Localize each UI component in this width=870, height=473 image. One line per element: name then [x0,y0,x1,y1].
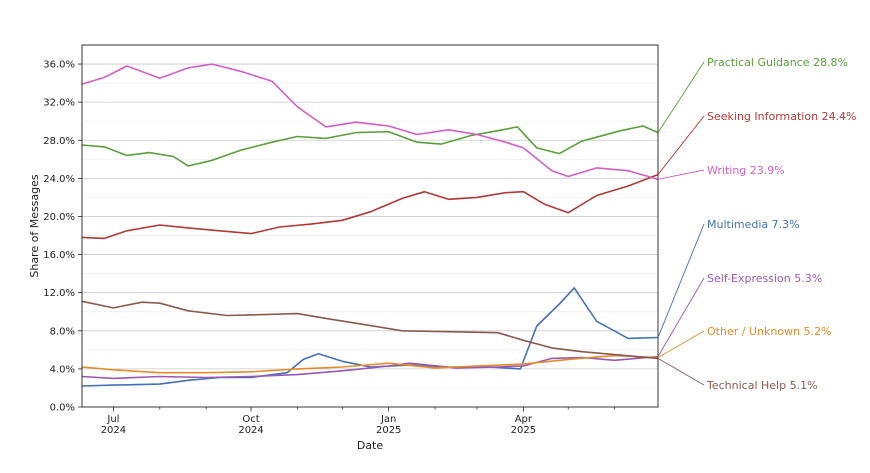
leader-line-technical-help [657,358,705,386]
series-line-practical-guidance [81,125,659,167]
x-tick-label-month: Jan [380,414,396,425]
x-tick-label-month: Jul [106,414,119,425]
x-tick-label-year: 2025 [511,425,536,436]
y-tick-label: 36.0% [43,60,75,71]
y-tick-label: 24.0% [43,174,75,185]
series-label-self-expression: Self-Expression 5.3% [707,272,822,285]
y-axis: 0.0% 4.0% 8.0% 12.0% 16.0% 20.0% 24.0% 28.0% 32.… [43,60,82,414]
grid-lines [82,63,658,389]
series-lines [81,63,659,387]
x-tick-label-year: 2024 [101,425,126,436]
plot-area-frame [81,44,659,408]
series-line-seeking-information [81,173,659,240]
series-label-seeking-information: Seeking Information 24.4% [707,110,857,123]
y-tick-label: 12.0% [43,288,75,299]
x-tick-label-year: 2025 [376,425,401,436]
series-label-other-unknown: Other / Unknown 5.2% [707,325,831,338]
y-tick-label: 16.0% [43,250,75,261]
y-tick-label: 0.0% [50,403,75,414]
leader-line-writing [657,169,705,180]
series-line-writing [81,63,659,181]
series-end-labels: Practical Guidance 28.8% Seeking Informat… [657,56,857,392]
leader-line-seeking-information [657,115,705,175]
leader-line-self-expression [657,277,705,357]
x-tick-label-year: 2024 [238,425,263,436]
series-line-multimedia [81,287,659,387]
leader-line-practical-guidance [657,61,705,133]
series-label-technical-help: Technical Help 5.1% [706,379,818,392]
y-tick-label: 8.0% [50,326,75,337]
x-axis-label: Date [357,439,384,452]
y-tick-label: 32.0% [43,98,75,109]
y-tick-label: 20.0% [43,212,75,223]
y-axis-label: Share of Messages [28,174,41,278]
series-label-writing: Writing 23.9% [707,164,785,177]
x-tick-label-month: Oct [242,414,259,425]
leader-line-multimedia [657,223,705,338]
y-tick-label: 4.0% [50,364,75,375]
series-line-other-unknown [81,354,659,374]
series-line-technical-help [81,300,659,360]
series-label-multimedia: Multimedia 7.3% [707,218,800,231]
series-label-practical-guidance: Practical Guidance 28.8% [707,56,848,69]
y-tick-label: 28.0% [43,136,75,147]
leader-line-other-unknown [657,330,705,358]
x-tick-label-month: Apr [515,414,533,425]
